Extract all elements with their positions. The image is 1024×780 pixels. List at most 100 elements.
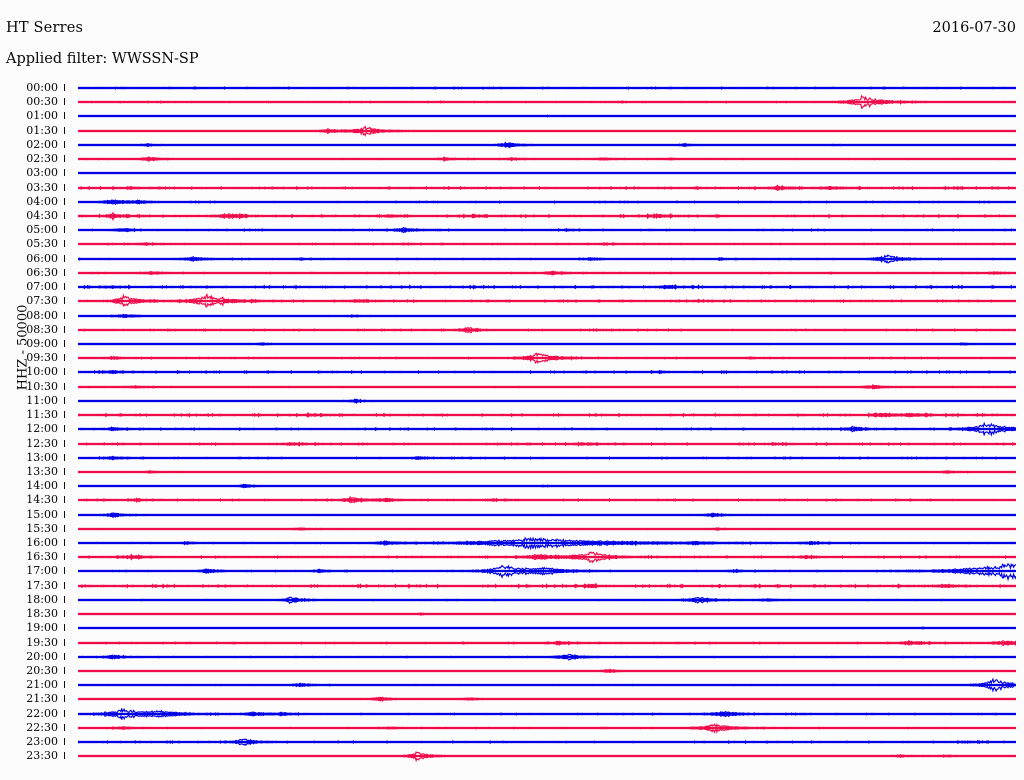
trace-time-label: 15:00	[26, 507, 58, 521]
axis-tick	[64, 140, 65, 148]
trace-row: 16:30	[0, 551, 1024, 566]
trace-time-label: 08:30	[26, 322, 58, 336]
axis-tick	[64, 467, 65, 475]
trace-row: 20:00	[0, 651, 1024, 666]
axis-tick	[64, 439, 65, 447]
trace-time-label: 01:00	[26, 109, 58, 123]
trace-row: 22:30	[0, 722, 1024, 737]
trace-waveform	[78, 440, 1016, 476]
trace-row: 11:00	[0, 395, 1024, 410]
trace-waveform	[78, 354, 1016, 390]
axis-tick	[64, 411, 65, 419]
trace-time-label: 03:30	[26, 180, 58, 194]
trace-row: 18:30	[0, 608, 1024, 623]
trace-time-label: 13:00	[26, 450, 58, 464]
trace-time-label: 11:30	[26, 408, 58, 422]
trace-row: 12:00	[0, 421, 1024, 438]
axis-tick	[64, 268, 65, 276]
trace-time-label: 09:30	[26, 351, 58, 365]
trace-row: 02:30	[0, 153, 1024, 168]
axis-tick	[64, 197, 65, 205]
trace-time-label: 19:00	[26, 621, 58, 635]
trace-row: 09:30	[0, 352, 1024, 367]
axis-tick	[64, 254, 65, 262]
trace-time-label: 04:00	[26, 194, 58, 208]
trace-row: 21:30	[0, 693, 1024, 708]
trace-waveform	[78, 113, 1016, 149]
axis-tick	[64, 752, 65, 760]
trace-waveform	[78, 625, 1016, 661]
trace-row: 20:30	[0, 665, 1024, 680]
trace-time-label: 03:00	[26, 166, 58, 180]
trace-waveform	[78, 127, 1016, 163]
trace-time-label: 08:00	[26, 308, 58, 322]
axis-tick	[64, 226, 65, 234]
axis-tick	[64, 84, 65, 91]
trace-row: 06:30	[0, 267, 1024, 282]
axis-tick	[64, 709, 65, 717]
trace-waveform	[78, 84, 1016, 120]
trace-waveform	[78, 738, 1016, 774]
trace-row: 11:30	[0, 409, 1024, 424]
trace-row: 00:30	[0, 94, 1024, 111]
trace-row: 10:30	[0, 381, 1024, 396]
trace-row: 13:30	[0, 466, 1024, 481]
trace-time-label: 04:30	[26, 208, 58, 222]
trace-time-label: 00:30	[26, 95, 58, 109]
trace-time-label: 00:00	[26, 81, 58, 94]
trace-waveform	[78, 696, 1016, 732]
trace-time-label: 06:30	[26, 265, 58, 279]
station-title: HT Serres	[6, 20, 84, 36]
trace-waveform	[78, 326, 1016, 362]
trace-waveform	[78, 198, 1016, 234]
trace-row: 08:30	[0, 324, 1024, 339]
axis-tick	[64, 610, 65, 618]
axis-tick	[64, 624, 65, 632]
axis-tick	[64, 354, 65, 362]
trace-waveform	[78, 639, 1016, 675]
axis-tick	[64, 183, 65, 191]
trace-time-label: 13:30	[26, 464, 58, 478]
axis-tick	[64, 567, 65, 575]
trace-time-label: 21:30	[26, 692, 58, 706]
axis-tick	[64, 297, 65, 305]
trace-waveform	[78, 340, 1016, 376]
trace-row: 14:30	[0, 494, 1024, 509]
trace-waveform	[78, 255, 1016, 291]
trace-time-label: 17:00	[26, 564, 58, 578]
trace-waveform	[78, 553, 1016, 589]
record-date: 2016-07-30	[932, 20, 1016, 36]
axis-tick	[64, 311, 65, 319]
trace-time-label: 16:30	[26, 550, 58, 564]
trace-waveform	[78, 241, 1016, 277]
axis-tick	[64, 325, 65, 333]
trace-time-label: 12:30	[26, 436, 58, 450]
trace-waveform	[78, 298, 1016, 334]
trace-row: 07:00	[0, 281, 1024, 296]
trace-time-label: 10:30	[26, 379, 58, 393]
trace-time-label: 09:00	[26, 336, 58, 350]
trace-time-label: 06:00	[26, 251, 58, 265]
trace-waveform	[78, 312, 1016, 348]
trace-time-label: 23:00	[26, 735, 58, 749]
trace-waveform	[78, 98, 1016, 134]
trace-waveform	[78, 184, 1016, 220]
trace-row: 10:00	[0, 366, 1024, 381]
trace-time-label: 15:30	[26, 521, 58, 535]
trace-row: 23:00	[0, 736, 1024, 751]
trace-row: 02:00	[0, 139, 1024, 154]
trace-time-label: 07:30	[26, 294, 58, 308]
axis-tick	[64, 581, 65, 589]
axis-tick	[64, 638, 65, 646]
axis-tick	[64, 524, 65, 532]
axis-tick	[64, 155, 65, 163]
trace-waveform	[78, 497, 1016, 533]
trace-row: 17:30	[0, 580, 1024, 595]
trace-row: 15:00	[0, 509, 1024, 524]
trace-waveform	[78, 397, 1016, 433]
trace-waveform	[78, 226, 1016, 262]
trace-row: 00:00	[0, 82, 1024, 97]
trace-row: 14:00	[0, 480, 1024, 495]
trace-waveform	[78, 724, 1016, 760]
axis-tick	[64, 482, 65, 490]
